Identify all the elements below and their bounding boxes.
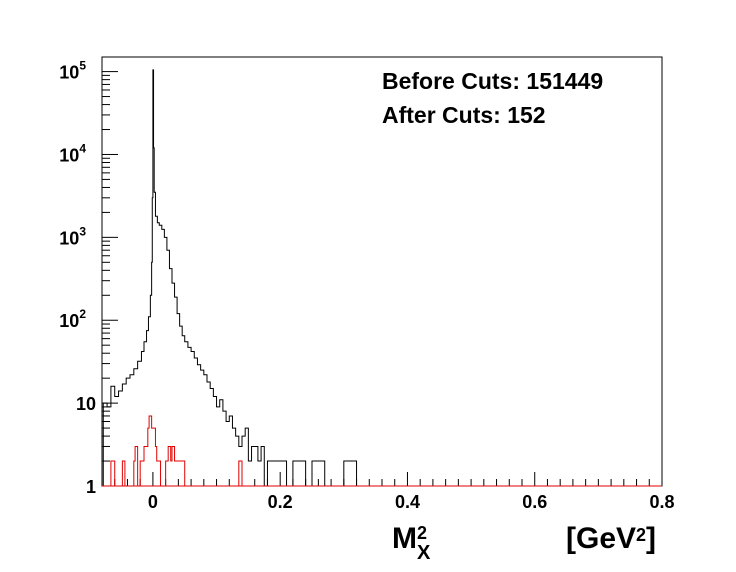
after-cuts-histogram [108, 415, 245, 487]
x-axis-title-sub: X [417, 542, 431, 564]
after-cuts-label: After Cuts: 152 [382, 102, 546, 128]
x-tick-label: 0.4 [395, 492, 420, 512]
y-tick-label: 102 [59, 307, 86, 331]
y-tick-label: 104 [59, 141, 86, 165]
y-tick-exponent: 5 [79, 59, 86, 73]
x-axis-unit-prefix: [GeV [566, 522, 637, 555]
x-tick-label: 0.2 [268, 492, 293, 512]
y-tick-label: 105 [59, 59, 86, 83]
x-axis-unit-suffix: ] [646, 522, 657, 555]
x-axis-title-sup: 2 [417, 523, 428, 543]
y-tick-label: 10 [76, 394, 96, 414]
x-axis-unit: [GeV2] [566, 524, 656, 554]
y-tick-exponent: 4 [79, 141, 86, 155]
y-tick-label: 1 [86, 477, 96, 497]
y-axis: 1 10 102 103 104 105 [59, 59, 118, 497]
x-axis-unit-sup: 2 [636, 525, 647, 545]
y-tick-exponent: 2 [79, 307, 86, 321]
x-tick-label: 0.6 [522, 492, 547, 512]
x-tick-label: 0.8 [649, 492, 674, 512]
y-tick-exponent: 3 [79, 224, 86, 238]
y-tick-label: 103 [59, 224, 86, 248]
series-group [102, 69, 662, 487]
before-cuts-label: Before Cuts: 151449 [382, 68, 604, 94]
x-tick-label: 0 [148, 492, 158, 512]
x-axis: 0 0.2 0.4 0.6 0.8 [101, 472, 675, 512]
x-axis-title-main: M [392, 522, 417, 555]
before-cuts-histogram [102, 69, 538, 487]
